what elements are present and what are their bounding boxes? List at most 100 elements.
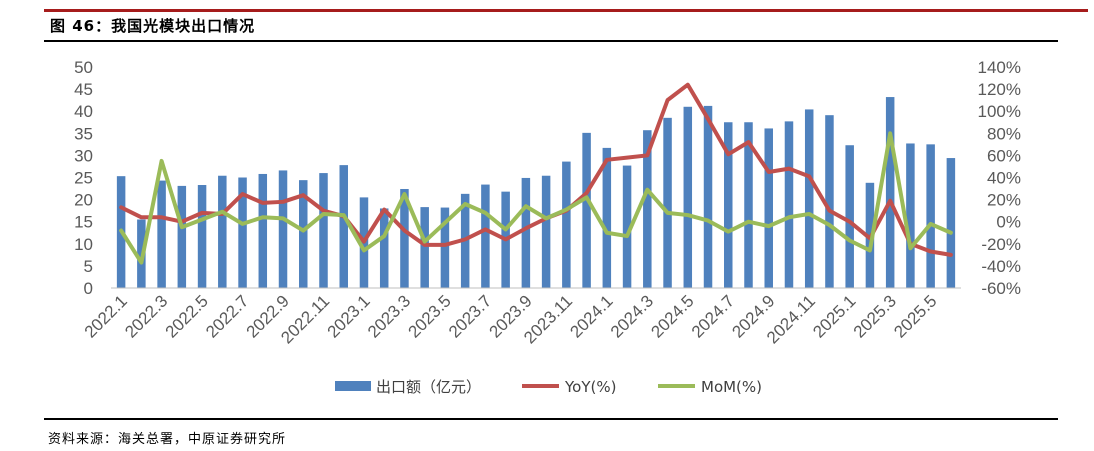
- mom-point-2022.9: [281, 217, 285, 220]
- bar-2022.11: [319, 173, 328, 288]
- x-tick-label: 2022.7: [202, 291, 252, 341]
- yoy-polyline: [119, 82, 953, 257]
- mom-point-2023.1: [362, 249, 366, 252]
- right-tick-label: 20%: [987, 191, 1021, 210]
- right-tick-label: -20%: [981, 235, 1021, 254]
- bar-2022.7: [238, 177, 247, 288]
- bar-2023.12: [582, 132, 591, 288]
- yoy-point-2024.10: [787, 167, 791, 170]
- yoy-point-2023.12: [585, 191, 588, 195]
- bar-2023.11: [562, 161, 571, 288]
- yoy-point-2023.4: [423, 243, 426, 247]
- yoy-point-2024.7: [727, 153, 730, 156]
- left-tick-label: 20: [74, 191, 93, 210]
- mom-point-2024.1: [605, 231, 609, 234]
- mom-point-2025.1: [848, 239, 851, 242]
- yoy-point-2022.11: [322, 209, 325, 212]
- mom-point-2023.9: [524, 205, 528, 208]
- yoy-point-2022.9: [281, 200, 285, 204]
- bar-2023.4: [420, 207, 429, 288]
- left-tick-label: 45: [74, 80, 93, 99]
- mom-point-2023.3: [403, 192, 406, 196]
- right-tick-label: 80%: [987, 124, 1021, 143]
- yoy-point-2022.5: [200, 211, 204, 215]
- legend-label-export-value: 出口额（亿元）: [376, 378, 481, 396]
- mom-point-2023.10: [544, 217, 548, 220]
- mom-point-2023.4: [423, 240, 426, 243]
- yoy-point-2024.11: [808, 175, 811, 178]
- mom-point-2022.7: [241, 222, 244, 226]
- yoy-point-2024.3: [646, 154, 649, 157]
- bar-2024.10: [784, 121, 794, 289]
- left-axis-ticks: 0 5 10 15 20 25 30 35 40 45 50: [74, 58, 93, 298]
- bar-2022.5: [197, 185, 207, 288]
- yoy-point-2022.2: [140, 216, 143, 219]
- mom-point-2022.2: [140, 261, 143, 264]
- legend-swatch-export-value: [335, 381, 371, 391]
- mom-point-2023.11: [565, 208, 568, 211]
- yoy-point-2024.5: [686, 83, 689, 86]
- bar-2022.6: [218, 175, 227, 288]
- line-series-mom: [119, 131, 953, 265]
- yoy-point-2024.4: [666, 98, 669, 102]
- yoy-point-2022.10: [302, 193, 305, 197]
- x-tick-label: 2023.5: [405, 291, 455, 341]
- left-tick-label: 40: [74, 102, 93, 121]
- legend-label-yoy: YoY(%): [564, 378, 616, 396]
- yoy-point-2024.1: [605, 158, 609, 162]
- mom-point-2022.3: [160, 159, 163, 163]
- bar-2025.6: [946, 158, 956, 288]
- right-tick-label: -60%: [981, 279, 1021, 298]
- left-tick-label: 5: [84, 257, 93, 276]
- mom-point-2025.6: [949, 231, 953, 234]
- mom-point-2024.3: [646, 188, 649, 191]
- yoy-point-2023.8: [504, 238, 507, 241]
- yoy-point-2024.8: [747, 140, 750, 144]
- left-tick-label: 30: [74, 146, 93, 165]
- right-tick-label: 0%: [996, 213, 1021, 232]
- bar-series-export-value: [116, 97, 956, 289]
- x-axis-ticks: 2022.12022.32022.52022.72022.92022.11202…: [81, 291, 941, 347]
- mom-point-2024.4: [666, 211, 669, 215]
- legend-label-mom: MoM(%): [701, 378, 762, 396]
- bar-2023.9: [521, 177, 531, 288]
- bar-2024.4: [663, 117, 672, 288]
- x-tick-label: 2022.5: [162, 291, 212, 341]
- mom-point-2023.8: [504, 228, 507, 231]
- mom-point-2024.10: [787, 216, 791, 219]
- left-tick-label: 0: [84, 279, 93, 298]
- mom-point-2024.8: [747, 220, 750, 223]
- yoy-point-2022.7: [241, 192, 244, 196]
- mom-point-2022.11: [322, 212, 325, 216]
- x-tick-label: 2024.5: [647, 291, 697, 341]
- bar-2022.9: [278, 170, 288, 288]
- yoy-point-2024.2: [625, 156, 629, 159]
- yoy-point-2022.3: [160, 216, 163, 219]
- x-tick-label: 2023.3: [364, 291, 414, 341]
- bar-2024.5: [683, 106, 693, 288]
- x-tick-label: 2023.1: [324, 291, 374, 341]
- yoy-point-2023.1: [362, 240, 366, 243]
- mom-point-2025.5: [929, 222, 932, 226]
- bar-2025.3: [885, 97, 895, 288]
- x-tick-label: 2024.3: [607, 291, 657, 341]
- title-underline: [44, 40, 1058, 42]
- yoy-point-2022.8: [261, 201, 264, 205]
- right-axis-ticks: -60% -40% -20% 0% 20% 40% 60% 80% 100% 120% 140%: [978, 58, 1021, 298]
- x-tick-label: 2022.1: [81, 291, 131, 341]
- bar-2024.12: [825, 115, 834, 289]
- yoy-point-2025.6: [949, 253, 953, 257]
- mom-polyline: [119, 131, 953, 265]
- x-tick-label: 2023.7: [445, 291, 495, 341]
- yoy-point-2025.3: [888, 199, 892, 202]
- mom-point-2024.5: [686, 213, 689, 217]
- yoy-point-2024.9: [767, 170, 770, 174]
- yoy-point-2024.12: [828, 209, 831, 212]
- mom-point-2024.6: [706, 219, 710, 222]
- mom-point-2022.6: [221, 210, 224, 213]
- mom-point-2024.7: [727, 230, 730, 233]
- mom-point-2023.2: [383, 234, 386, 238]
- yoy-point-2023.9: [524, 227, 528, 230]
- x-tick-label: 2025.3: [850, 291, 900, 341]
- bar-2023.7: [481, 184, 490, 288]
